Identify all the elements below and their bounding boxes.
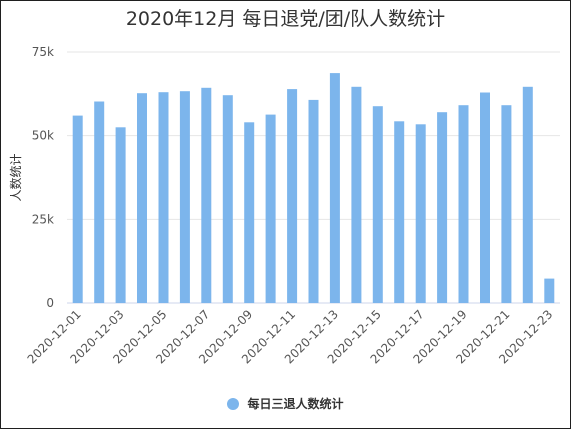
bar[interactable] (158, 92, 169, 303)
bar[interactable] (137, 93, 147, 303)
chart-title: 2020年12月 每日退党/团/队人数统计 (125, 8, 446, 30)
bar[interactable] (329, 73, 340, 303)
bar[interactable] (115, 127, 126, 303)
y-tick-label: 50k (32, 129, 54, 143)
legend-marker (227, 397, 240, 410)
legend-label: 每日三退人数统计 (247, 397, 344, 411)
y-tick-label: 25k (32, 212, 54, 226)
bar[interactable] (437, 112, 448, 303)
legend[interactable]: 每日三退人数统计 (0, 395, 571, 412)
bar[interactable] (415, 124, 426, 303)
bar[interactable] (480, 92, 490, 304)
bar[interactable] (458, 105, 469, 303)
bar[interactable] (72, 115, 83, 303)
y-tick-label: 75k (32, 45, 54, 59)
bar[interactable] (222, 95, 233, 303)
bar[interactable] (265, 114, 276, 303)
bar[interactable] (201, 87, 212, 303)
bar[interactable] (179, 91, 190, 303)
bar[interactable] (308, 99, 319, 304)
bar[interactable] (372, 106, 383, 303)
y-tick-label: 0 (46, 296, 54, 310)
bar[interactable] (394, 121, 405, 303)
bar[interactable] (544, 278, 555, 303)
bar[interactable] (287, 89, 298, 303)
bar[interactable] (244, 122, 255, 303)
bar[interactable] (351, 86, 362, 303)
y-axis-ticks: 0 25k 50k 75k (32, 45, 54, 310)
bar[interactable] (501, 105, 512, 303)
bar[interactable] (94, 101, 105, 304)
bar[interactable] (522, 86, 533, 303)
x-axis-ticks: 2020-12-012020-12-032020-12-052020-12-07… (25, 307, 556, 366)
bars (72, 73, 555, 304)
y-axis-label: 人数统计 (8, 153, 23, 201)
